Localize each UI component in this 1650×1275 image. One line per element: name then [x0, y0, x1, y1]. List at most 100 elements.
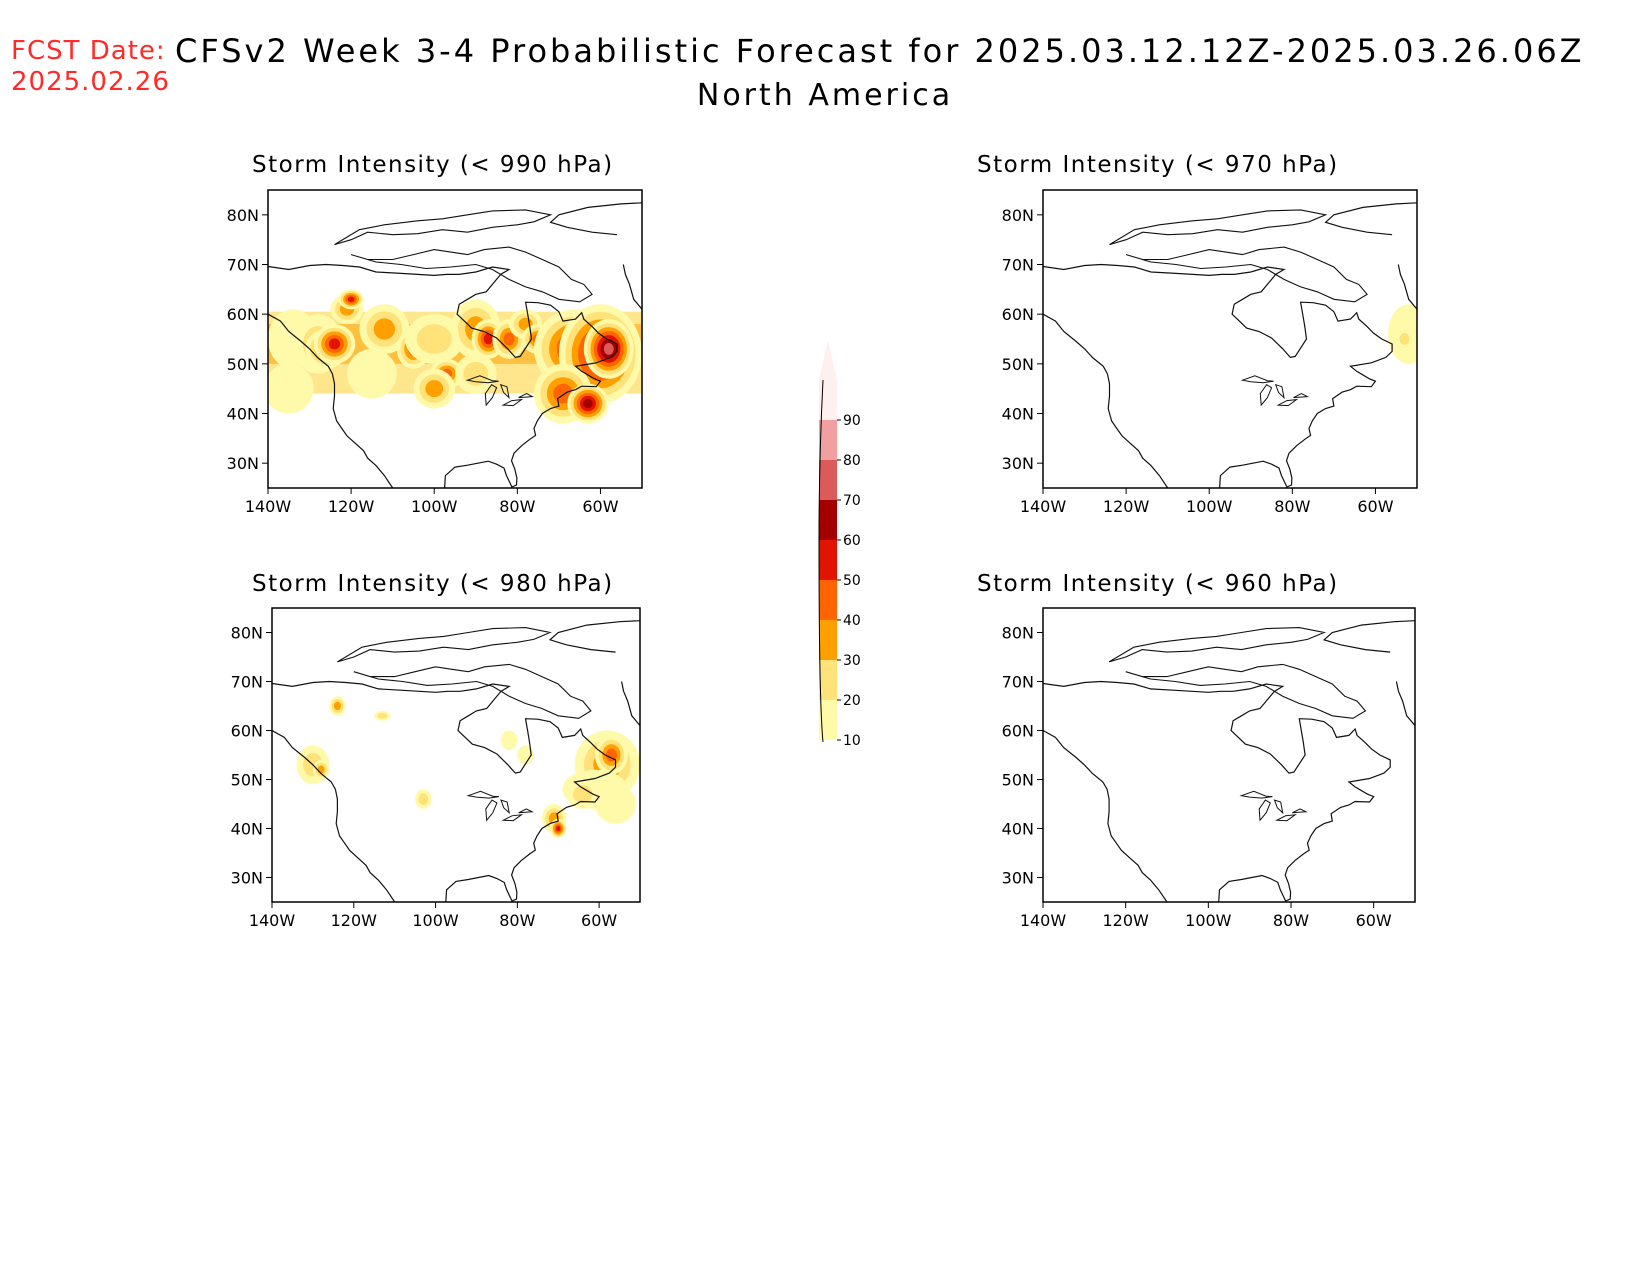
probability-blob [328, 338, 341, 350]
lat-tick-label: 30N [231, 869, 263, 888]
probability-blob [268, 363, 314, 414]
lat-tick-label: 80N [1002, 624, 1034, 643]
coastline-pacific [1043, 729, 1168, 902]
coastline-atlantic-arctic [1043, 680, 1391, 902]
probability-blob [347, 296, 355, 302]
lon-tick-label: 120W [328, 497, 375, 516]
colorbar-label: 50 [843, 573, 861, 589]
probability-blob [603, 342, 614, 355]
colorbar-label: 10 [843, 733, 861, 749]
coastline-greenland [1324, 202, 1417, 236]
lon-tick-label: 120W [331, 911, 378, 930]
great-lake [1239, 790, 1273, 799]
arctic-island [350, 246, 593, 303]
panel-title-990: Storm Intensity (< 990 hPa) [252, 152, 614, 178]
great-lake [466, 790, 499, 799]
coastline-atlantic-arctic [268, 263, 618, 488]
map-panel-p970: 80N 70N 60N 50N 40N 30N 140W 120W 100W 80W 60W [1002, 189, 1418, 516]
lat-tick-label: 50N [1002, 355, 1034, 374]
colorbar-swatch [819, 660, 837, 700]
lat-tick-label: 60N [227, 305, 259, 324]
coastline-greenland [1322, 620, 1415, 653]
coastline-pacific [1043, 313, 1169, 488]
map-frame [1042, 189, 1418, 489]
great-lake [518, 393, 535, 399]
map-frame [267, 189, 643, 489]
lon-tick-label: 140W [1020, 911, 1067, 930]
probability-blob [483, 333, 493, 345]
lon-tick-label: 80W [499, 911, 535, 930]
colorbar-label: 70 [843, 493, 861, 509]
forecast-date-value: 2025.02.26 [11, 67, 170, 97]
colorbar-swatch [819, 380, 837, 420]
probability-blob [416, 324, 452, 354]
colorbar-label: 90 [843, 413, 861, 429]
colorbar-label: 60 [843, 533, 861, 549]
lat-tick-label: 70N [231, 673, 263, 692]
colorbar-label: 40 [843, 613, 861, 629]
coastline-atlantic-arctic [1043, 263, 1393, 488]
lon-tick-label: 100W [1186, 497, 1233, 516]
coastline-greenland-west [621, 681, 640, 726]
great-lake [1276, 398, 1299, 407]
arctic-island [1125, 663, 1367, 719]
probability-blob [377, 712, 388, 719]
colorbar-edge [818, 379, 824, 743]
lat-tick-label: 50N [227, 355, 259, 374]
coastline-greenland-west [622, 264, 642, 310]
colorbar-swatch [819, 500, 837, 540]
colorbar-label: 30 [843, 653, 861, 669]
coastline-greenland [549, 202, 642, 236]
lon-tick-label: 140W [245, 497, 292, 516]
colorbar-swatch [819, 420, 837, 460]
colorbar-arrow-top [819, 340, 837, 380]
lat-tick-label: 40N [227, 405, 259, 424]
lat-tick-label: 70N [227, 256, 259, 275]
lat-tick-label: 30N [227, 454, 259, 473]
lon-tick-label: 80W [499, 497, 535, 516]
probability-blob [425, 380, 444, 398]
coastline-pacific [268, 313, 394, 488]
lon-tick-label: 140W [1020, 497, 1067, 516]
great-lake [499, 383, 510, 400]
lat-tick-label: 50N [231, 771, 263, 790]
lon-tick-label: 100W [412, 911, 459, 930]
great-lake [500, 799, 510, 815]
probability-blob [517, 745, 534, 765]
great-lake [1258, 799, 1271, 822]
colorbar-swatch [819, 620, 837, 660]
lat-tick-label: 40N [1002, 405, 1034, 424]
probability-blob [1399, 333, 1410, 345]
lon-tick-label: 60W [1357, 497, 1393, 516]
region-subtitle: North America [696, 78, 954, 113]
probability-blob [373, 318, 396, 340]
colorbar: 10 20 30 40 50 60 70 80 90 [818, 340, 861, 749]
lon-tick-label: 100W [1185, 911, 1232, 930]
colorbar-swatch [819, 540, 837, 580]
lat-tick-label: 80N [227, 206, 259, 225]
probability-blob [346, 348, 397, 399]
map-panel-p990: 80N 70N 60N 50N 40N 30N 140W 120W 100W 80W 60W [227, 189, 643, 516]
great-lake [1274, 814, 1297, 822]
lon-tick-label: 100W [411, 497, 458, 516]
colorbar-swatch [819, 460, 837, 500]
arctic-island [1125, 246, 1368, 303]
coastline-greenland-west [1397, 264, 1417, 310]
coastline-greenland-west [1395, 681, 1415, 726]
panel-title-980: Storm Intensity (< 980 hPa) [252, 571, 614, 597]
arctic-island [1108, 627, 1326, 663]
arctic-island [353, 663, 592, 719]
panel-title-960: Storm Intensity (< 960 hPa) [977, 571, 1339, 597]
lon-tick-label: 140W [249, 911, 296, 930]
great-lake [1293, 393, 1310, 399]
lon-tick-label: 60W [582, 497, 618, 516]
lon-tick-label: 80W [1274, 497, 1310, 516]
colorbar-label: 80 [843, 453, 861, 469]
colorbar-swatch [819, 700, 837, 740]
lat-tick-label: 60N [231, 722, 263, 741]
lat-tick-label: 70N [1002, 256, 1034, 275]
lat-tick-label: 60N [1002, 722, 1034, 741]
main-title: CFSv2 Week 3-4 Probabilistic Forecast fo… [175, 32, 1585, 70]
great-lake [485, 799, 498, 822]
